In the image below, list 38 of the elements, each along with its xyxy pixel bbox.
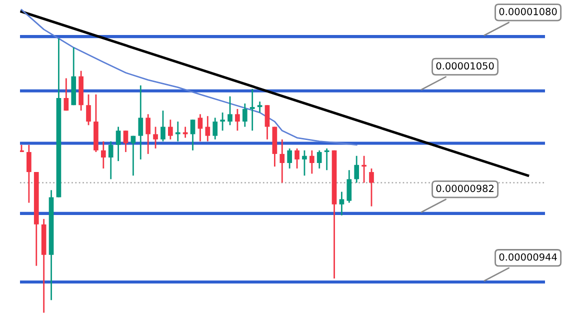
candlestick (250, 88, 255, 132)
candlestick (146, 113, 151, 155)
candlestick (257, 100, 262, 114)
candlestick (100, 140, 106, 170)
candlestick (108, 140, 114, 180)
candlestick (316, 150, 322, 170)
candlestick (309, 150, 314, 174)
candlestick (346, 169, 352, 204)
candlestick (168, 118, 173, 140)
candlestick (264, 104, 270, 140)
candlestick (198, 113, 203, 142)
candlestick (26, 144, 32, 204)
candlestick (294, 148, 300, 170)
annotation: 0.00001050 (436, 62, 494, 70)
candlestick (138, 84, 144, 160)
annotation: 0.00001080 (499, 8, 557, 16)
candlestick (190, 118, 196, 152)
annotation: 0.00000982 (436, 184, 494, 192)
candlestick (280, 138, 285, 184)
candlestick (369, 168, 374, 208)
annotation: 0.00000944 (499, 253, 557, 261)
candlestick (64, 78, 69, 112)
candlestick (212, 117, 218, 140)
candlestick (116, 126, 121, 162)
candlestick (228, 96, 232, 126)
candlestick (123, 130, 128, 153)
candlestick (205, 115, 210, 142)
candlestick (220, 112, 225, 132)
candlestick (86, 94, 91, 126)
candlestick (287, 148, 292, 170)
candlestick (160, 110, 166, 142)
candlestick (302, 150, 307, 176)
candlestick (354, 155, 360, 184)
candlestick (153, 126, 158, 150)
candlestick (339, 191, 344, 216)
candlestick (235, 108, 240, 132)
candlestick (362, 155, 366, 184)
candlestick (242, 102, 248, 128)
